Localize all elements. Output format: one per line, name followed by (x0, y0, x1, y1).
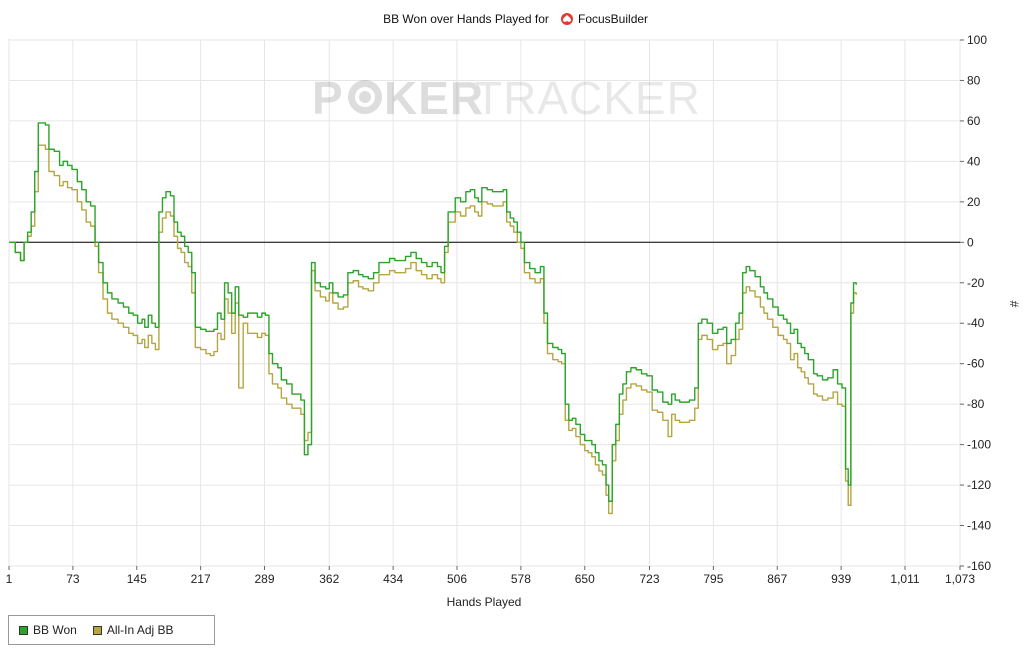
series-line-bb-won (9, 122, 857, 502)
y-axis: 100 80 60 40 20 0 -20 -40 -60 -80 -100 -120 -140 -160 (960, 33, 991, 573)
y-tick-label: -160 (967, 559, 991, 573)
y-tick-label: 100 (967, 33, 987, 47)
chart-title: BB Won over Hands Played for (383, 12, 549, 26)
x-tick-label: 362 (319, 572, 339, 586)
y-tick-label: -40 (967, 316, 985, 330)
x-axis: 1 73 145 217 289 362 434 506 578 650 723 795 867 939 1… (6, 566, 975, 586)
legend-swatch (92, 625, 102, 635)
grid (8, 39, 961, 567)
x-tick-label: 723 (639, 572, 659, 586)
x-tick-label: 1 (6, 572, 13, 586)
x-tick-label: 867 (767, 572, 787, 586)
watermark-tracker: TRACKER (474, 72, 701, 124)
x-tick-label: 939 (831, 572, 851, 586)
legend: BB Won All-In Adj BB (8, 615, 215, 645)
y-tick-label: 0 (967, 235, 974, 249)
x-tick-label: 1,073 (945, 572, 975, 586)
x-axis-title: Hands Played (447, 595, 522, 609)
y-tick-label: -20 (967, 276, 985, 290)
pokertracker-watermark: P KER TRACKER (312, 72, 701, 124)
x-tick-label: 795 (703, 572, 723, 586)
legend-label: BB Won (33, 623, 77, 637)
x-tick-label: 650 (575, 572, 595, 586)
y-tick-label: 80 (967, 73, 981, 87)
watermark-ker: KER (384, 72, 484, 124)
x-tick-label: 73 (66, 572, 80, 586)
legend-swatch (19, 625, 28, 635)
y-tick-label: -140 (967, 519, 991, 533)
y-tick-label: -100 (967, 438, 991, 452)
x-tick-label: 578 (511, 572, 531, 586)
y-tick-label: -80 (967, 397, 985, 411)
legend-item-bb-won[interactable]: BB Won (19, 623, 77, 637)
x-tick-label: 434 (383, 572, 403, 586)
legend-item-all-in-adj-bb[interactable]: All-In Adj BB (92, 623, 174, 637)
player-name: FocusBuilder (578, 12, 648, 26)
x-tick-label: 1,011 (890, 572, 919, 586)
x-tick-label: 145 (127, 572, 147, 586)
y-axis-title: # (1007, 301, 1021, 308)
x-tick-label: 506 (447, 572, 467, 586)
legend-label: All-In Adj BB (106, 623, 174, 637)
x-tick-label: 217 (191, 572, 211, 586)
x-tick-label: 289 (254, 572, 274, 586)
player-icon (561, 13, 573, 25)
y-tick-label: -60 (967, 357, 985, 371)
poker-chip-icon (348, 80, 382, 114)
y-tick-label: 20 (967, 195, 981, 209)
y-tick-label: 60 (967, 114, 981, 128)
series (9, 122, 857, 515)
y-tick-label: -120 (967, 478, 991, 492)
series-line-all-in-adj-bb (9, 144, 857, 515)
watermark-p: P (312, 72, 344, 124)
y-tick-label: 40 (967, 154, 981, 168)
